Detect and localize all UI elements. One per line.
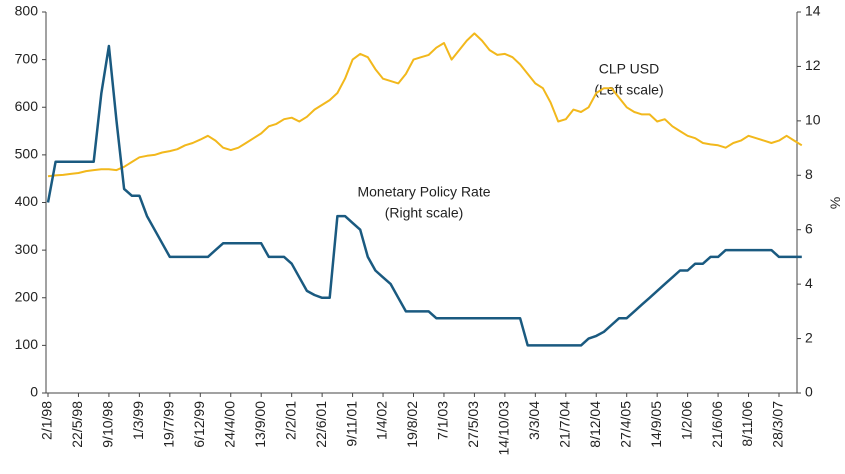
x-tick-label: 21/6/06 (709, 401, 725, 448)
x-tick-label: 3/3/04 (526, 401, 542, 440)
y-tick-label: 700 (15, 50, 39, 66)
x-tick-label: 22/5/98 (69, 401, 85, 448)
x-tick-label: 22/6/01 (313, 401, 329, 448)
y-tick-label: 400 (15, 193, 39, 209)
y-tick-label: 0 (30, 384, 38, 400)
y2-tick-label: 12 (805, 57, 821, 73)
series-line (46, 44, 802, 347)
x-tick-label: 6/12/99 (191, 401, 207, 448)
y2-tick-label: 8 (805, 166, 813, 182)
x-tick-label: 14/10/03 (496, 401, 512, 456)
x-tick-label: 19/8/02 (404, 401, 420, 448)
series-line (47, 32, 803, 178)
y2-tick-label: 6 (805, 220, 813, 236)
x-tick-label: 1/2/06 (678, 401, 694, 440)
annotation: CLP USD (599, 61, 659, 77)
x-tick-label: 14/9/05 (648, 401, 664, 448)
x-tick-label: 2/2/01 (282, 401, 298, 440)
x-tick-label: 1/3/99 (130, 401, 146, 440)
x-tick-label: 9/10/98 (100, 401, 116, 448)
annotation: (Right scale) (385, 205, 464, 221)
annotation: Monetary Policy Rate (357, 184, 490, 200)
x-tick-label: 28/3/07 (770, 401, 786, 448)
x-tick-label: 13/9/00 (252, 401, 268, 448)
y2-tick-label: 0 (805, 384, 813, 400)
y2-tick-label: 14 (805, 3, 821, 19)
x-tick-label: 21/7/04 (556, 401, 572, 448)
x-tick-label: 27/5/03 (465, 401, 481, 448)
y-tick-label: 200 (15, 288, 39, 304)
x-tick-label: 2/1/98 (39, 401, 55, 440)
x-tick-label: 7/1/03 (435, 401, 451, 440)
y2-tick-label: 4 (805, 275, 813, 291)
x-tick-label: 27/4/05 (617, 401, 633, 448)
x-tick-label: 1/4/02 (374, 401, 390, 440)
y-tick-label: 300 (15, 241, 39, 257)
y2-axis-label: % (827, 197, 843, 209)
x-tick-label: 8/12/04 (587, 401, 603, 448)
y-tick-label: 100 (15, 336, 39, 352)
x-tick-label: 9/11/01 (343, 401, 359, 447)
annotation: (Left scale) (594, 82, 663, 98)
y-tick-label: 500 (15, 146, 39, 162)
x-tick-label: 24/4/00 (221, 401, 237, 448)
y-tick-label: 600 (15, 98, 39, 114)
y-tick-label: 800 (15, 3, 39, 19)
x-tick-label: 8/11/06 (739, 401, 755, 447)
x-tick-label: 19/7/99 (161, 401, 177, 448)
y2-tick-label: 10 (805, 112, 821, 128)
y2-tick-label: 2 (805, 329, 813, 345)
